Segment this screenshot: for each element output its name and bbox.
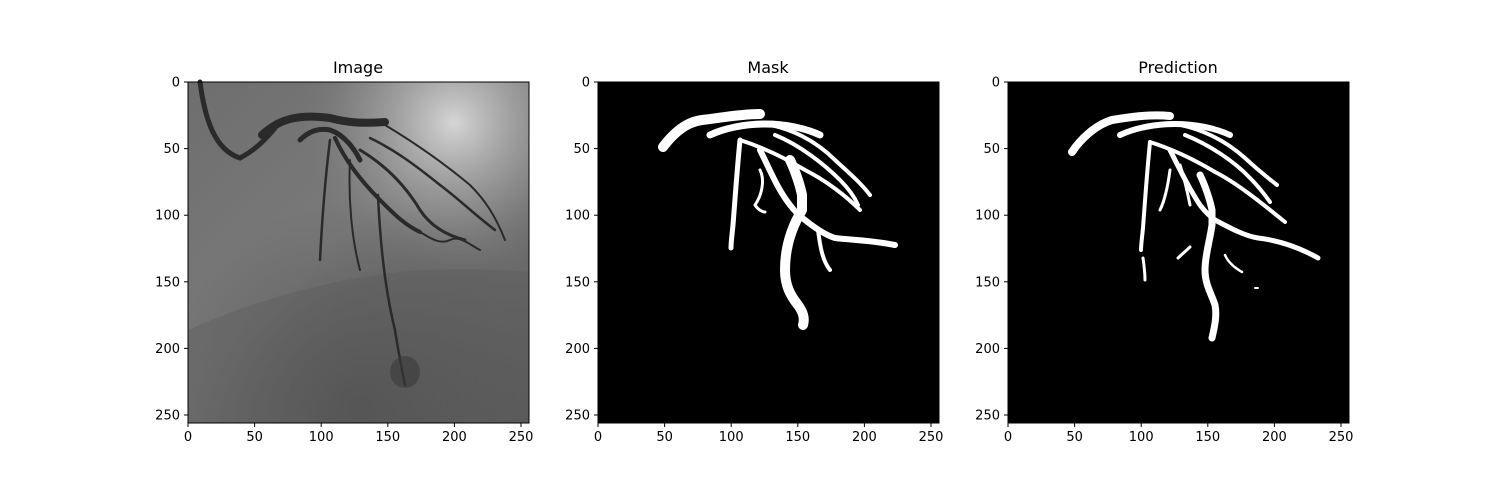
x-tick-label: 250 — [509, 430, 534, 445]
x-tick-label: 150 — [375, 430, 400, 445]
x-tick-label: 100 — [309, 430, 334, 445]
y-tick-label: 0 — [582, 76, 590, 91]
y-tick-label: 100 — [565, 209, 590, 224]
y-tick-label: 100 — [975, 209, 1000, 224]
y-tick-label: 0 — [992, 76, 1000, 91]
mask-image — [598, 82, 939, 423]
y-tick-label: 200 — [565, 342, 590, 357]
y-tick-label: 250 — [565, 409, 590, 424]
panel-title: Prediction — [1138, 58, 1217, 77]
x-tick-label: 250 — [919, 430, 944, 445]
axes: 0 50 100 150 200 250 0 50 100 150 200 250 0 50 100 150 2… — [155, 76, 1353, 446]
y-tick-label: 250 — [155, 409, 180, 424]
y-tick-label: 200 — [155, 342, 180, 357]
y-tick-label: 150 — [155, 275, 180, 290]
panel-mask: Mask — [597, 58, 940, 424]
angiogram-image — [188, 79, 529, 423]
y-tick-label: 50 — [163, 142, 180, 157]
y-tick-label: 150 — [975, 275, 1000, 290]
y-tick-label: 100 — [155, 209, 180, 224]
x-tick-label: 50 — [656, 430, 673, 445]
prediction-image — [1008, 82, 1349, 423]
x-tick-label: 0 — [184, 430, 192, 445]
x-tick-label: 0 — [1004, 430, 1012, 445]
x-tick-label: 100 — [719, 430, 744, 445]
y-tick-label: 150 — [565, 275, 590, 290]
x-tick-label: 250 — [1329, 430, 1354, 445]
panel-image: Image — [187, 58, 530, 424]
panel-title: Image — [333, 58, 383, 77]
panel-prediction: Prediction — [1007, 58, 1350, 424]
x-tick-label: 150 — [1195, 430, 1220, 445]
x-tick-label: 200 — [1262, 430, 1287, 445]
x-tick-label: 200 — [852, 430, 877, 445]
x-tick-label: 50 — [246, 430, 263, 445]
x-tick-label: 50 — [1066, 430, 1083, 445]
y-tick-label: 0 — [172, 76, 180, 91]
y-tick-label: 200 — [975, 342, 1000, 357]
panel-title: Mask — [747, 58, 789, 77]
y-tick-label: 50 — [983, 142, 1000, 157]
x-tick-label: 0 — [594, 430, 602, 445]
x-tick-label: 150 — [785, 430, 810, 445]
y-tick-label: 50 — [573, 142, 590, 157]
y-tick-label: 250 — [975, 409, 1000, 424]
x-tick-label: 200 — [442, 430, 467, 445]
x-tick-label: 100 — [1129, 430, 1154, 445]
